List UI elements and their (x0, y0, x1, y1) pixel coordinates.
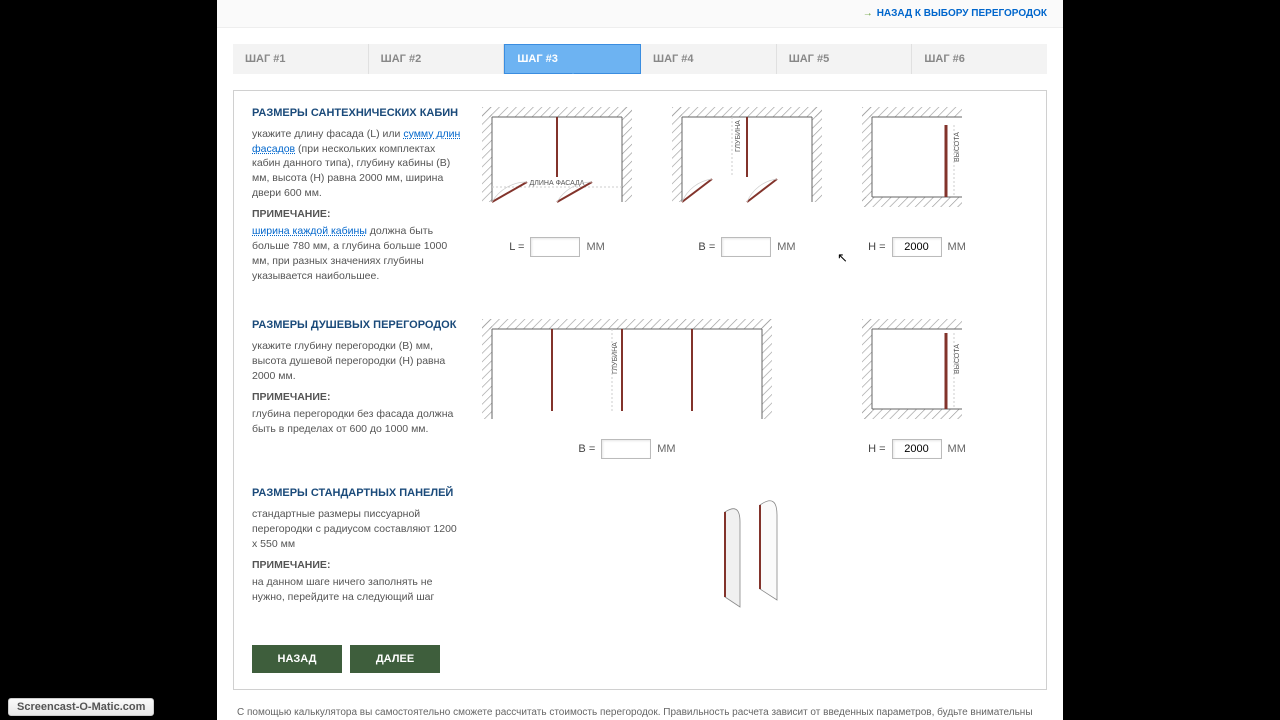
step-4[interactable]: ШАГ #4 (641, 44, 777, 74)
label-H: H = (868, 241, 885, 253)
svg-text:ВЫСОТА: ВЫСОТА (954, 344, 961, 374)
note-title-2: ПРИМЕЧАНИЕ: (252, 391, 462, 403)
label-L: L = (509, 241, 524, 253)
header-bar: НАЗАД К ВЫБОРУ ПЕРЕГОРОДОК (217, 0, 1063, 28)
footer-text: С помощью калькулятора вы самостоятельно… (237, 706, 1043, 720)
section-cabins: РАЗМЕРЫ САНТЕХНИЧЕСКИХ КАБИН укажите дли… (252, 107, 1028, 291)
note-text-3: на данном шаге ничего заполнять не нужно… (252, 575, 462, 604)
note-title: ПРИМЕЧАНИЕ: (252, 208, 462, 220)
section-panels: РАЗМЕРЫ СТАНДАРТНЫХ ПАНЕЛЕЙ стандартные … (252, 487, 1028, 617)
diagram-shower-height: ВЫСОТА H = ММ (862, 319, 972, 459)
section-shower: РАЗМЕРЫ ДУШЕВЫХ ПЕРЕГОРОДОК укажите глуб… (252, 319, 1028, 459)
svg-text:ДЛИНА ФАСАДА: ДЛИНА ФАСАДА (530, 180, 585, 187)
diagram-height: ВЫСОТА H = ММ (862, 107, 972, 257)
back-button[interactable]: НАЗАД (252, 645, 342, 673)
svg-text:ВЫСОТА: ВЫСОТА (954, 132, 961, 162)
main-panel: РАЗМЕРЫ САНТЕХНИЧЕСКИХ КАБИН укажите дли… (233, 90, 1047, 690)
diagram-shower-depth: ГЛУБИНА B = ММ (482, 319, 772, 459)
cabin-width-link[interactable]: ширина каждой кабины (252, 225, 367, 237)
diagram-urinal-panel (685, 487, 825, 617)
label-B: B = (698, 241, 715, 253)
next-button[interactable]: ДАЛЕЕ (350, 645, 440, 673)
input-B[interactable] (721, 237, 771, 257)
diagram-depth: ГЛУБИНА B = ММ (672, 107, 822, 257)
input-H[interactable] (892, 237, 942, 257)
section-title-2: РАЗМЕРЫ ДУШЕВЫХ ПЕРЕГОРОДОК (252, 319, 462, 331)
back-to-selection-link[interactable]: НАЗАД К ВЫБОРУ ПЕРЕГОРОДОК (863, 8, 1047, 19)
input-B2[interactable] (601, 439, 651, 459)
step-5[interactable]: ШАГ #5 (777, 44, 913, 74)
diagram-facade: ДЛИНА ФАСАДА L = ММ (482, 107, 632, 257)
step-6[interactable]: ШАГ #6 (912, 44, 1047, 74)
note-text-2: глубина перегородки без фасада должна бы… (252, 407, 462, 436)
unit-L: ММ (586, 241, 604, 253)
section-desc-2: укажите глубину перегородки (B) мм, высо… (252, 339, 462, 383)
section-desc-3: стандартные размеры писсуарной перегород… (252, 507, 462, 551)
watermark: Screencast-O-Matic.com (8, 698, 154, 716)
nav-buttons: НАЗАД ДАЛЕЕ (252, 645, 1028, 673)
input-H2[interactable] (892, 439, 942, 459)
section-desc: укажите длину фасада (L) или сумму длин … (252, 127, 462, 200)
unit-H2: ММ (948, 443, 966, 455)
note-text: ширина каждой кабины должна быть больше … (252, 224, 462, 283)
unit-H: ММ (948, 241, 966, 253)
step-3[interactable]: ШАГ #3 (504, 44, 641, 74)
section-title-3: РАЗМЕРЫ СТАНДАРТНЫХ ПАНЕЛЕЙ (252, 487, 462, 499)
svg-text:ГЛУБИНА: ГЛУБИНА (735, 120, 742, 152)
label-B2: B = (578, 443, 595, 455)
unit-B2: ММ (657, 443, 675, 455)
step-1[interactable]: ШАГ #1 (233, 44, 369, 74)
steps-nav: ШАГ #1 ШАГ #2 ШАГ #3 ШАГ #4 ШАГ #5 ШАГ #… (233, 44, 1047, 74)
step-2[interactable]: ШАГ #2 (369, 44, 505, 74)
viewport: НАЗАД К ВЫБОРУ ПЕРЕГОРОДОК ШАГ #1 ШАГ #2… (217, 0, 1063, 720)
note-title-3: ПРИМЕЧАНИЕ: (252, 559, 462, 571)
input-L[interactable] (530, 237, 580, 257)
unit-B: ММ (777, 241, 795, 253)
section-title: РАЗМЕРЫ САНТЕХНИЧЕСКИХ КАБИН (252, 107, 462, 119)
label-H2: H = (868, 443, 885, 455)
svg-text:ГЛУБИНА: ГЛУБИНА (612, 342, 619, 374)
